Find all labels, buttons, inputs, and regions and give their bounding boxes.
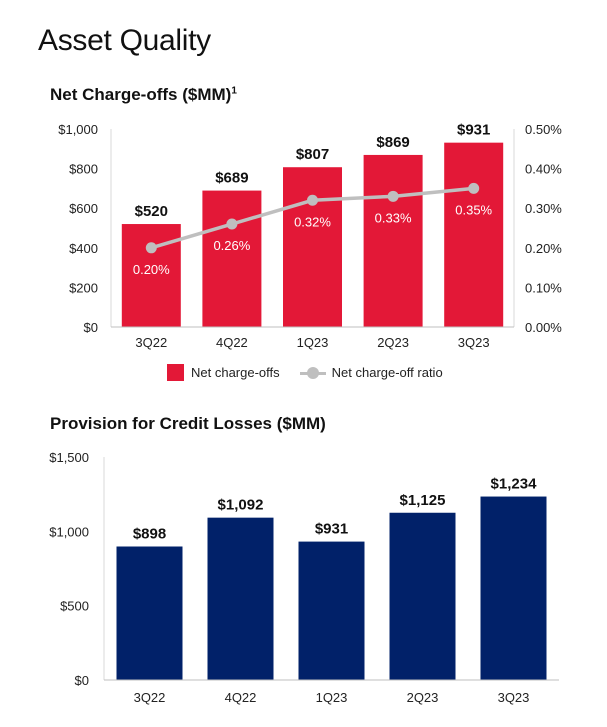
bar-provision — [480, 496, 547, 680]
y-axis-tick-label: $500 — [60, 599, 89, 614]
bar-provision — [116, 546, 183, 680]
x-axis-tick-label: 3Q23 — [458, 335, 490, 350]
ratio-point — [145, 242, 157, 254]
bar-data-label: $807 — [296, 146, 329, 163]
y-axis-tick-label: $1,000 — [58, 122, 98, 137]
y-axis-tick-label: $0 — [75, 673, 89, 688]
y2-axis-tick-label: 0.00% — [525, 320, 562, 335]
ratio-data-label: 0.35% — [455, 202, 492, 217]
net-charge-offs-chart: $0 $200 $400 $600 $800 $1,000 0.00% 0.10% 0.20% 0… — [58, 122, 562, 350]
chart-title-net-charge-offs: Net Charge-offs ($MM)1 — [50, 85, 237, 105]
x-axis-tick-label: 2Q23 — [407, 690, 439, 705]
ratio-data-label: 0.32% — [294, 214, 331, 229]
bar-data-label: $1,125 — [400, 492, 446, 509]
legend-swatch-net-charge-offs — [167, 364, 184, 381]
bar-data-label: $689 — [215, 170, 248, 187]
bar-net-charge-offs — [444, 142, 504, 327]
x-axis-tick-label: 4Q22 — [216, 335, 248, 350]
y-axis-tick-label: $200 — [69, 280, 98, 295]
ratio-data-label: 0.20% — [133, 262, 170, 277]
x-axis-tick-label: 1Q23 — [297, 335, 329, 350]
ratio-point — [307, 194, 318, 206]
page-title: Asset Quality — [38, 24, 211, 57]
footnote-marker: 1 — [231, 85, 237, 97]
chart-title-provision: Provision for Credit Losses ($MM) — [50, 414, 326, 433]
y-axis-tick-label: $0 — [84, 320, 98, 335]
y-axis-tick-label: $800 — [69, 162, 98, 177]
bar-data-label: $520 — [135, 203, 168, 220]
legend-label-net-charge-offs: Net charge-offs — [191, 365, 280, 380]
bar-net-charge-offs — [363, 154, 423, 327]
chart-legend: Net charge-offs Net charge-off ratio — [167, 364, 443, 381]
x-axis-tick-label: 3Q23 — [498, 690, 530, 705]
x-axis-tick-label: 1Q23 — [316, 690, 348, 705]
bar-provision — [389, 512, 456, 680]
y2-axis-tick-label: 0.30% — [525, 201, 562, 216]
bar-data-label: $869 — [376, 134, 409, 151]
bar-provision — [207, 517, 274, 680]
y2-axis-tick-label: 0.50% — [525, 122, 562, 137]
y2-axis-tick-label: 0.10% — [525, 280, 562, 295]
bar-provision — [298, 541, 365, 680]
ratio-point — [387, 190, 399, 202]
ratio-data-label: 0.26% — [213, 238, 250, 253]
y-axis-tick-label: $600 — [69, 201, 98, 216]
chart-title-text: Net Charge-offs ($MM) — [50, 85, 232, 104]
bar-data-label: $931 — [457, 122, 490, 139]
x-axis-tick-label: 3Q22 — [134, 690, 166, 705]
bar-data-label: $931 — [315, 521, 348, 538]
legend-marker-net-charge-off-ratio — [299, 365, 326, 381]
y2-axis-tick-label: 0.20% — [525, 241, 562, 256]
bar-net-charge-offs — [202, 190, 262, 327]
y-axis-tick-label: $400 — [69, 241, 98, 256]
ratio-point — [226, 218, 238, 230]
legend-label-net-charge-off-ratio: Net charge-off ratio — [331, 365, 443, 380]
ratio-data-label: 0.33% — [375, 210, 412, 225]
x-axis-tick-label: 4Q22 — [225, 690, 257, 705]
ratio-point — [468, 182, 480, 194]
x-axis-tick-label: 2Q23 — [377, 335, 409, 350]
bar-data-label: $1,234 — [491, 476, 538, 493]
bar-data-label: $1,092 — [218, 497, 264, 514]
x-axis-tick-label: 3Q22 — [135, 335, 167, 350]
y-axis-tick-label: $1,500 — [49, 450, 89, 465]
y-axis-tick-label: $1,000 — [49, 524, 89, 539]
bar-data-label: $898 — [133, 525, 166, 542]
bar-net-charge-offs — [283, 167, 342, 327]
y2-axis-tick-label: 0.40% — [525, 162, 562, 177]
